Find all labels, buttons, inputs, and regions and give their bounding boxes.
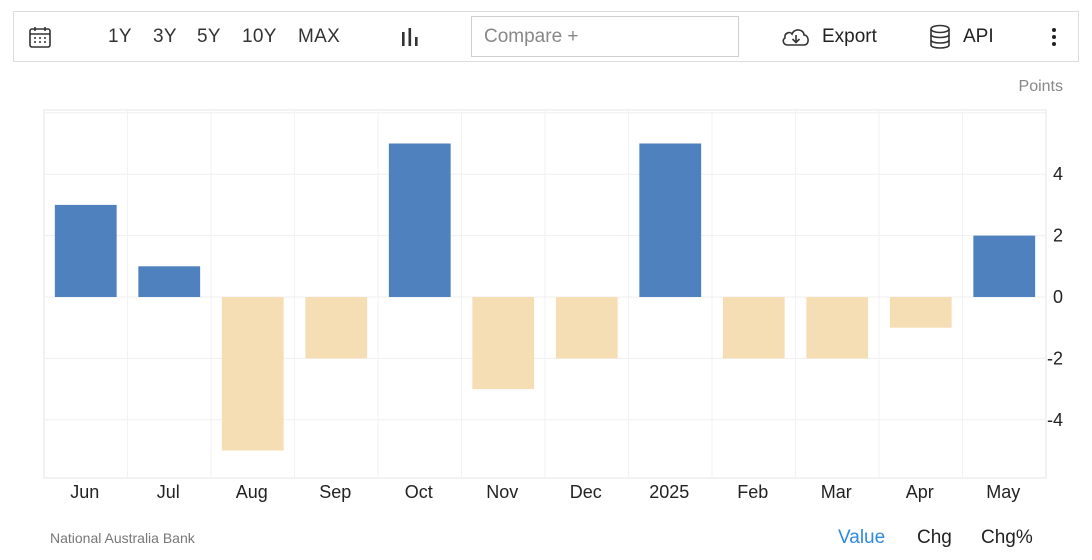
x-tick-label: Nov (486, 482, 518, 502)
bar-jul[interactable] (138, 266, 201, 297)
bar-oct[interactable] (388, 143, 451, 298)
cloud-download-icon (782, 28, 809, 46)
bar-dec[interactable] (555, 297, 618, 359)
x-tick-label: Aug (236, 482, 268, 502)
bar-chart-icon (402, 27, 418, 46)
range-10y-button[interactable]: 10Y (242, 25, 277, 47)
bar-sep[interactable] (305, 297, 368, 359)
calendar-icon (29, 26, 51, 48)
export-button[interactable]: Export (780, 12, 877, 61)
x-tick-label: Mar (821, 482, 852, 502)
x-tick-label: Dec (570, 482, 602, 502)
y-axis-unit-label: Points (1019, 78, 1063, 95)
chart-toolbar: 1Y 3Y 5Y 10Y MAX Compare + Export API (13, 11, 1079, 62)
x-tick-label: Jul (157, 482, 180, 502)
bar-2025[interactable] (639, 143, 702, 298)
bar-jun[interactable] (54, 204, 117, 297)
chart-grid (43, 109, 1047, 479)
range-1y-button[interactable]: 1Y (108, 25, 132, 47)
tab-chg[interactable]: Chg (917, 527, 952, 548)
y-tick-label: 4 (1053, 164, 1063, 184)
bar-chart: Jun Jul Aug Sep Oct Nov Dec 2025 Feb Mar Apr May 4 2… (43, 78, 1063, 502)
x-tick-label: Sep (319, 482, 351, 502)
bar-nov[interactable] (472, 297, 535, 390)
api-label: API (963, 25, 994, 47)
compare-input[interactable]: Compare + (471, 16, 739, 57)
export-label: Export (822, 25, 877, 47)
y-tick-label: -4 (1047, 410, 1063, 430)
api-button[interactable]: API (929, 12, 994, 61)
tab-chg-percent[interactable]: Chg% (981, 527, 1033, 548)
x-tick-label: Feb (737, 482, 768, 502)
x-tick-label: Oct (405, 482, 433, 502)
calendar-button[interactable] (28, 12, 52, 61)
more-vertical-icon (1052, 27, 1056, 46)
bar-aug[interactable] (221, 297, 284, 451)
x-tick-label: Jun (70, 482, 99, 502)
bar-may[interactable] (973, 235, 1036, 297)
x-tick-label: 2025 (649, 482, 689, 502)
bar-feb[interactable] (722, 297, 785, 359)
x-tick-label: Apr (906, 482, 934, 502)
y-axis-labels: 4 2 0 -2 -4 (1047, 164, 1063, 430)
range-5y-button[interactable]: 5Y (197, 25, 221, 47)
bar-apr[interactable] (889, 297, 952, 328)
data-source: National Australia Bank (50, 530, 195, 546)
y-tick-label: -2 (1047, 348, 1063, 368)
chart-area: Jun Jul Aug Sep Oct Nov Dec 2025 Feb Mar Apr May 4 2… (0, 62, 1092, 502)
x-tick-label: May (986, 482, 1020, 502)
bar-mar[interactable] (806, 297, 869, 359)
chart-bars (54, 143, 1036, 451)
range-3y-button[interactable]: 3Y (153, 25, 177, 47)
more-options-button[interactable] (1050, 12, 1058, 61)
database-icon (930, 24, 950, 49)
x-axis-labels: Jun Jul Aug Sep Oct Nov Dec 2025 Feb Mar Apr May (70, 482, 1020, 502)
y-tick-label: 0 (1053, 287, 1063, 307)
range-max-button[interactable]: MAX (298, 25, 341, 47)
chart-type-button[interactable] (400, 12, 420, 61)
tab-value[interactable]: Value (838, 527, 886, 548)
y-tick-label: 2 (1053, 226, 1063, 246)
